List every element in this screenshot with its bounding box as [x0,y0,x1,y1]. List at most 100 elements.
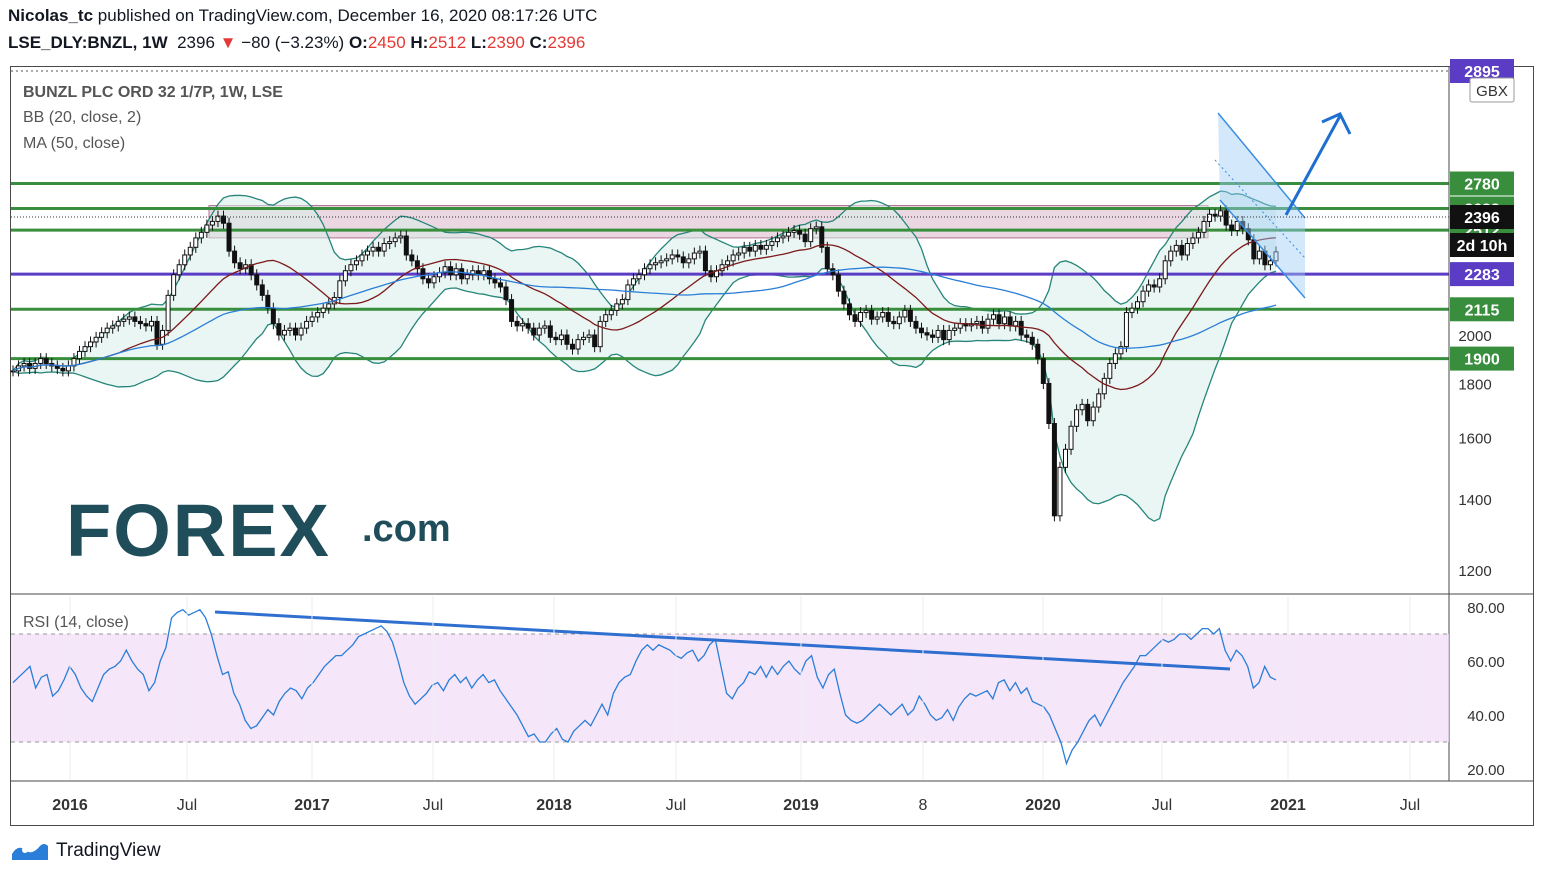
candle-down [824,246,830,270]
candle-down [1029,336,1035,345]
candle-down [913,320,919,329]
candle-down [232,250,238,264]
candle-down [531,327,537,336]
author-name[interactable]: Nicolas_tc [8,6,94,25]
candle-up [664,258,670,262]
candle-up [1074,409,1080,427]
candle-up [38,358,44,364]
candle-down [702,250,708,272]
candle-up [337,280,343,298]
rsi-tick-60.00: 60.00 [1467,654,1505,671]
candle-down [276,323,282,336]
candle-down [841,290,847,305]
candle-down [143,323,149,327]
candle-down [1035,343,1041,360]
candle-up [603,314,609,322]
last-price: 2396 [177,33,215,52]
candle-up [76,350,82,360]
candle-up [320,307,326,314]
price-change: −80 (−3.23%) [241,33,345,52]
candle-down [924,332,930,336]
candle-up [808,228,814,243]
candle-up [780,235,786,239]
candle-up [470,270,476,276]
level-tag-2283 [1450,262,1514,287]
candle-up [315,312,321,318]
candle-up [171,274,177,296]
rsi-trendline [214,610,1231,671]
candle-down [137,320,143,325]
time-tick-3: Jul [423,797,443,814]
candle-up [874,316,880,320]
candle-up [1201,220,1207,233]
candle-down [802,233,808,243]
candle-down [514,320,520,327]
candle-up [204,224,210,233]
candle-down [459,268,465,280]
candle-up [326,303,332,309]
candle-up [1157,278,1163,288]
candle-up [126,316,132,320]
candle-up [946,329,952,341]
candle-up [481,270,487,276]
candle-down [869,309,875,320]
time-tick-6: 2019 [783,797,819,814]
price-text-1: 2396 [1464,210,1500,227]
candle-up [741,246,747,254]
candle-down [1212,213,1218,217]
candle-up [558,334,564,341]
high-label: H: [410,33,429,52]
candle-up [148,320,154,327]
rsi-legend: RSI (14, close) [23,614,129,631]
candle-down [1223,210,1229,226]
candle-down [27,362,33,369]
candle-up [121,318,127,322]
candle-down [259,284,265,296]
level-tag-2115 [1450,297,1514,322]
candle-up [1068,425,1074,450]
candle-down [154,320,160,345]
candle-up [902,309,908,318]
candle-up [725,260,731,266]
candle-up [287,327,293,331]
candle-up [309,316,315,322]
price-tick-1800: 1800 [1458,376,1491,393]
candle-up [431,276,437,284]
candle-up [1107,362,1113,379]
candle-down [547,325,553,338]
level-text-1900: 1900 [1464,352,1500,369]
forex-logo-suffix: .com [362,508,451,550]
tradingview-brand[interactable]: TradingView [10,840,161,862]
candle-down [448,266,454,276]
candle-up [686,258,692,264]
rsi-tick-80.00: 80.00 [1467,600,1505,617]
level-text-2115: 2115 [1465,302,1500,319]
candle-down [1085,403,1091,422]
candle-up [65,365,71,372]
candle-up [359,254,365,262]
candle-down [819,226,825,248]
currency-box[interactable] [1469,77,1515,103]
candle-up [520,323,526,327]
candle-up [182,254,188,266]
candle-up [1140,290,1146,303]
candle-up [392,237,398,243]
tradingview-text: TradingView [56,840,161,861]
candle-up [1079,403,1085,411]
chart-title: BUNZL PLC ORD 32 1/7P, 1W, LSE [23,84,283,101]
candle-down [1007,316,1013,327]
price-text-2: 2d 10h [1457,238,1508,255]
candle-up [1101,377,1107,395]
candle-down [675,254,681,258]
candle-down [1051,422,1057,517]
candle-down [376,246,382,252]
candle-up [1129,307,1135,314]
low-label: L: [470,33,487,52]
time-tick-2: 2017 [294,797,330,814]
time-tick-4: 2018 [536,797,572,814]
candle-down [1179,244,1185,256]
candle-down [503,286,509,301]
channel-upper-line [1217,112,1306,219]
candle-up [952,327,958,331]
